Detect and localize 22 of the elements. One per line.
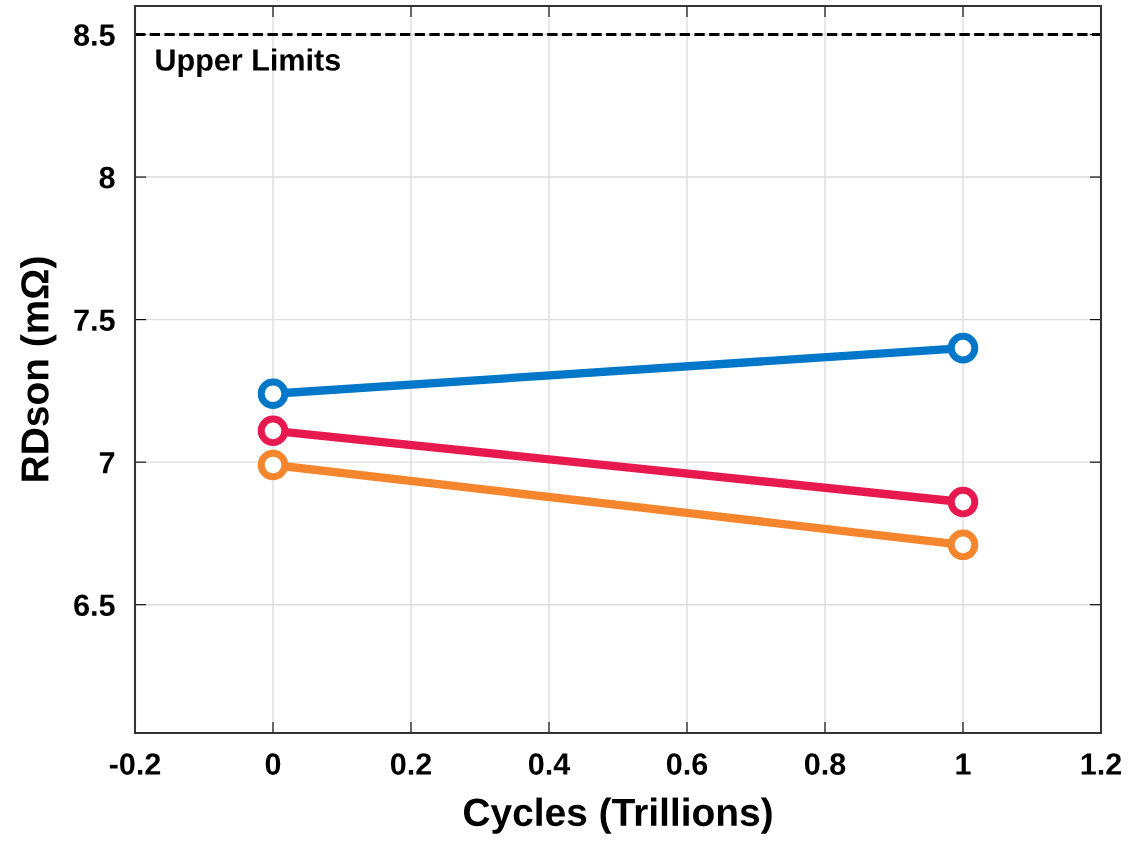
x-tick-label: 1 — [956, 753, 971, 775]
point — [947, 486, 979, 518]
x-tick-label: 1.2 — [1081, 753, 1122, 775]
y-tick-label: 7.5 — [74, 309, 115, 331]
x-tick-label: 0.8 — [804, 753, 846, 775]
y-tick-label: 6.5 — [74, 594, 115, 617]
legend-label: Upper Limits — [156, 48, 340, 77]
point — [257, 415, 289, 447]
x-axis-title: Cycles (Trillions) — [464, 797, 772, 834]
point — [947, 332, 979, 364]
point — [257, 378, 289, 410]
x-tick-label: 0.6 — [666, 753, 708, 775]
x-tick-label: -0.2 — [109, 753, 161, 775]
point — [947, 529, 979, 561]
point — [257, 449, 289, 481]
x-tick-label: 0 — [265, 753, 281, 775]
x-tick-label: 0.2 — [390, 753, 432, 775]
y-axis-title: RDson (mΩ) — [20, 257, 57, 481]
y-tick-label: 8 — [99, 166, 115, 189]
y-tick-label: 8.5 — [74, 24, 115, 46]
x-tick-label: 0.4 — [528, 753, 571, 775]
y-tick-label: 7 — [99, 452, 115, 474]
